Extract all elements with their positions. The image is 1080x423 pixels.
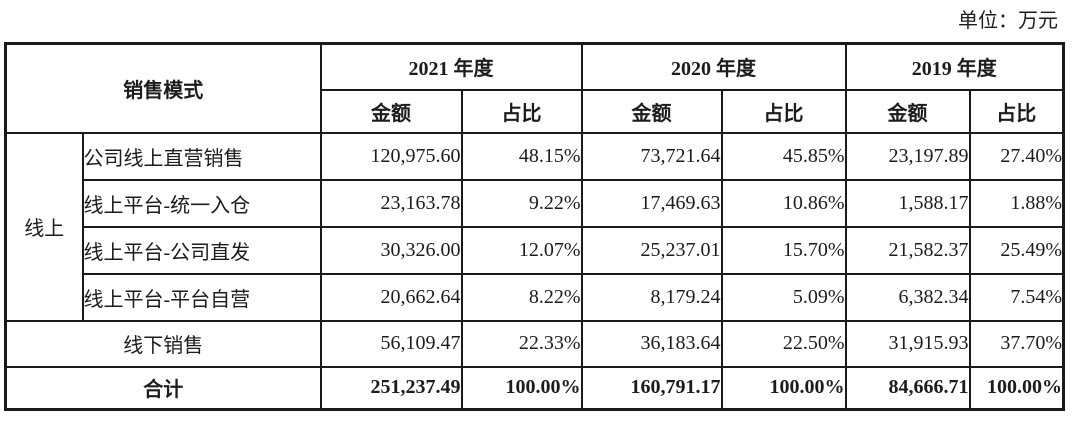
amount-2019: 31,915.93 xyxy=(844,319,971,368)
header-year-2020: 2020 年度 xyxy=(580,42,847,91)
amount-2021: 120,975.60 xyxy=(319,131,463,181)
ratio-2020: 10.86% xyxy=(720,178,847,228)
ratio-2019: 7.54% xyxy=(968,272,1065,322)
row-label-offline: 线下销售 xyxy=(4,319,322,368)
ratio-2020: 5.09% xyxy=(720,272,847,322)
header-amount-2020: 金额 xyxy=(580,88,723,134)
amount-2020: 73,721.64 xyxy=(580,131,723,181)
ratio-2021: 100.00% xyxy=(460,365,583,411)
ratio-2019: 1.88% xyxy=(968,178,1065,228)
ratio-2020: 15.70% xyxy=(720,225,847,275)
table-row-platform-self-operated: 线上平台-平台自营 20,662.64 8.22% 8,179.24 5.09%… xyxy=(6,272,1065,322)
ratio-2019: 100.00% xyxy=(968,365,1065,411)
sales-mode-table: 销售模式 2021 年度 2020 年度 2019 年度 金额 占比 金额 占比… xyxy=(4,42,1065,411)
table-row-unified-warehouse: 线上平台-统一入仓 23,163.78 9.22% 17,469.63 10.8… xyxy=(6,178,1065,228)
unit-label: 单位：万元 xyxy=(958,10,1058,32)
header-amount-2019: 金额 xyxy=(844,88,971,134)
amount-2019: 6,382.34 xyxy=(844,272,971,322)
row-label: 线上平台-公司直发 xyxy=(81,225,322,275)
amount-2020: 160,791.17 xyxy=(580,365,723,411)
header-sales-mode: 销售模式 xyxy=(4,42,322,134)
ratio-2021: 9.22% xyxy=(460,178,583,228)
ratio-2020: 100.00% xyxy=(720,365,847,411)
amount-2019: 1,588.17 xyxy=(844,178,971,228)
row-label: 公司线上直营销售 xyxy=(81,131,322,181)
header-year-2019: 2019 年度 xyxy=(844,42,1065,91)
ratio-2021: 8.22% xyxy=(460,272,583,322)
amount-2020: 8,179.24 xyxy=(580,272,723,322)
ratio-2021: 12.07% xyxy=(460,225,583,275)
amount-2020: 36,183.64 xyxy=(580,319,723,368)
amount-2019: 21,582.37 xyxy=(844,225,971,275)
header-ratio-2021: 占比 xyxy=(460,88,583,134)
amount-2021: 251,237.49 xyxy=(319,365,463,411)
amount-2021: 56,109.47 xyxy=(319,319,463,368)
row-label: 线上平台-统一入仓 xyxy=(81,178,322,228)
row-label: 线上平台-平台自营 xyxy=(81,272,322,322)
row-label-total: 合计 xyxy=(4,365,322,411)
ratio-2019: 37.70% xyxy=(968,319,1065,368)
header-year-2021: 2021 年度 xyxy=(319,42,583,91)
header-row-measures: 金额 占比 金额 占比 金额 占比 xyxy=(6,88,1065,134)
header-ratio-2019: 占比 xyxy=(968,88,1065,134)
table-row-total: 合计 251,237.49 100.00% 160,791.17 100.00%… xyxy=(4,365,1065,411)
ratio-2021: 22.33% xyxy=(460,319,583,368)
table-row-company-direct-ship: 线上平台-公司直发 30,326.00 12.07% 25,237.01 15.… xyxy=(6,225,1065,275)
table-row-online-direct: 线上 公司线上直营销售 120,975.60 48.15% 73,721.64 … xyxy=(4,131,1065,322)
ratio-2021: 48.15% xyxy=(460,131,583,181)
amount-2020: 17,469.63 xyxy=(580,178,723,228)
group-label-online: 线上 xyxy=(4,131,84,322)
table-row-offline-sales: 线下销售 56,109.47 22.33% 36,183.64 22.50% 3… xyxy=(4,319,1065,368)
amount-2019: 84,666.71 xyxy=(844,365,971,411)
amount-2019: 23,197.89 xyxy=(844,131,971,181)
ratio-2019: 25.49% xyxy=(968,225,1065,275)
header-row-years: 销售模式 2021 年度 2020 年度 2019 年度 xyxy=(4,42,1065,134)
amount-2021: 23,163.78 xyxy=(319,178,463,228)
ratio-2019: 27.40% xyxy=(968,131,1065,181)
amount-2020: 25,237.01 xyxy=(580,225,723,275)
ratio-2020: 45.85% xyxy=(720,131,847,181)
ratio-2020: 22.50% xyxy=(720,319,847,368)
amount-2021: 30,326.00 xyxy=(319,225,463,275)
header-ratio-2020: 占比 xyxy=(720,88,847,134)
amount-2021: 20,662.64 xyxy=(319,272,463,322)
header-amount-2021: 金额 xyxy=(319,88,463,134)
